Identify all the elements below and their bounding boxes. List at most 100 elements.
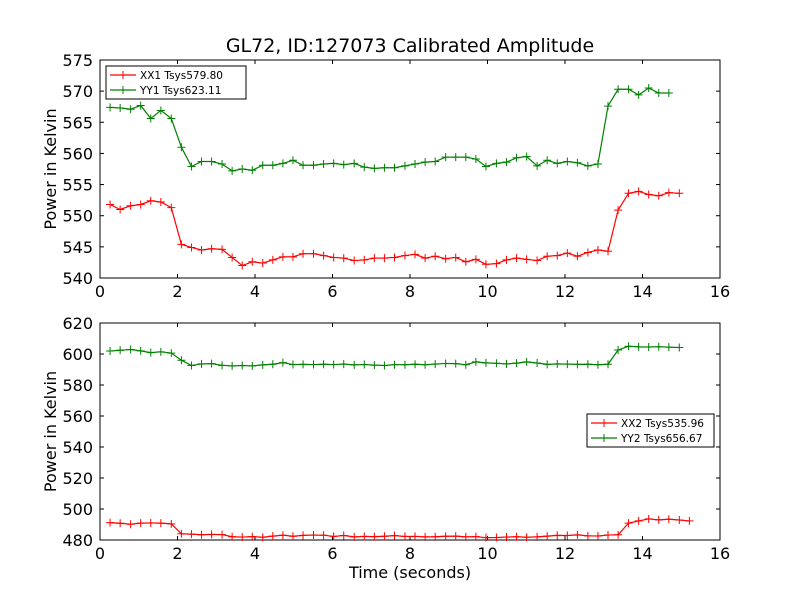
data-point bbox=[533, 532, 542, 541]
data-point bbox=[156, 519, 165, 528]
top-chart: 0 2 4 6 8 10 12 14 16 540 545 550 555 560 565 570 575 GL7… bbox=[41, 35, 730, 301]
legend: XX2 Tsys535.96 YY2 Tsys656.67 bbox=[586, 413, 715, 448]
data-point bbox=[329, 360, 338, 369]
data-point bbox=[218, 245, 227, 254]
data-point bbox=[573, 360, 582, 369]
data-point bbox=[146, 196, 155, 205]
data-point bbox=[563, 360, 572, 369]
data-point bbox=[360, 255, 369, 264]
y-axis-label: Power in Kelvin bbox=[41, 371, 60, 492]
y-axis-label: Power in Kelvin bbox=[41, 108, 60, 229]
data-point bbox=[644, 343, 653, 352]
data-point bbox=[390, 253, 399, 262]
data-point bbox=[400, 161, 409, 170]
y-tick-label: 550 bbox=[62, 207, 93, 226]
y-tick-label: 545 bbox=[62, 238, 93, 257]
data-point bbox=[675, 516, 684, 525]
data-point bbox=[583, 531, 592, 540]
data-point bbox=[126, 105, 135, 114]
data-point bbox=[654, 515, 663, 524]
y-tick-label: 555 bbox=[62, 176, 93, 195]
data-point bbox=[207, 157, 216, 166]
data-point bbox=[604, 360, 613, 369]
data-point bbox=[238, 165, 247, 173]
data-point bbox=[319, 251, 328, 260]
data-point bbox=[268, 532, 277, 541]
data-point bbox=[299, 249, 308, 258]
data-point bbox=[258, 533, 267, 542]
data-point bbox=[248, 257, 257, 266]
data-point bbox=[116, 205, 125, 214]
data-point bbox=[319, 360, 328, 369]
data-point bbox=[238, 261, 247, 270]
data-point bbox=[451, 359, 460, 368]
data-point bbox=[248, 361, 257, 370]
data-point bbox=[563, 249, 572, 258]
data-point bbox=[492, 259, 501, 268]
data-point bbox=[370, 532, 379, 541]
data-point bbox=[350, 159, 359, 168]
y-tick-label: 580 bbox=[62, 376, 93, 395]
data-point bbox=[563, 531, 572, 540]
data-point bbox=[624, 342, 633, 351]
data-point bbox=[116, 519, 125, 528]
data-point bbox=[533, 358, 542, 367]
data-point bbox=[481, 162, 490, 171]
data-point bbox=[187, 162, 196, 171]
data-point bbox=[167, 349, 176, 358]
data-point bbox=[329, 253, 338, 262]
data-point bbox=[380, 254, 389, 263]
data-point bbox=[197, 359, 206, 368]
data-point bbox=[207, 359, 216, 368]
data-point bbox=[278, 159, 287, 168]
y-tick-label: 570 bbox=[62, 82, 93, 101]
data-point bbox=[288, 360, 297, 369]
data-point bbox=[634, 187, 643, 196]
y-tick-label: 480 bbox=[62, 531, 93, 550]
data-point bbox=[299, 161, 308, 170]
data-point bbox=[370, 361, 379, 370]
data-point bbox=[471, 532, 480, 541]
data-point bbox=[228, 253, 237, 262]
data-point bbox=[471, 357, 480, 366]
data-point bbox=[461, 257, 470, 266]
data-point bbox=[431, 157, 440, 166]
x-tick-label: 2 bbox=[172, 282, 182, 301]
data-point bbox=[563, 157, 572, 166]
data-point bbox=[421, 360, 430, 369]
data-point bbox=[664, 515, 673, 524]
data-point bbox=[573, 252, 582, 261]
data-point bbox=[146, 114, 155, 123]
data-point bbox=[380, 163, 389, 172]
data-point bbox=[593, 360, 602, 369]
legend-marker bbox=[119, 86, 127, 94]
data-point bbox=[553, 159, 562, 168]
data-point bbox=[512, 254, 521, 263]
data-point bbox=[116, 346, 125, 355]
data-point bbox=[400, 532, 409, 541]
data-point bbox=[441, 254, 450, 263]
data-point bbox=[441, 153, 450, 162]
legend: XX1 Tsys579.80 YY1 Tsys623.11 bbox=[105, 65, 247, 100]
data-point bbox=[390, 531, 399, 540]
y-tick-label: 540 bbox=[62, 269, 93, 288]
x-tick-label: 14 bbox=[632, 282, 652, 301]
x-tick-label: 14 bbox=[632, 544, 652, 563]
data-point bbox=[522, 152, 531, 161]
data-point bbox=[238, 533, 247, 542]
series-2 bbox=[106, 84, 673, 175]
data-point bbox=[593, 531, 602, 540]
data-point bbox=[502, 158, 511, 167]
data-point bbox=[614, 85, 623, 94]
legend-label: YY1 Tsys623.11 bbox=[139, 85, 221, 97]
data-point bbox=[299, 360, 308, 369]
data-point bbox=[604, 531, 613, 540]
data-point bbox=[228, 361, 237, 370]
legend-marker bbox=[119, 71, 127, 79]
data-point bbox=[471, 255, 480, 264]
data-point bbox=[634, 342, 643, 351]
data-point bbox=[177, 356, 186, 365]
data-point bbox=[400, 360, 409, 369]
data-point bbox=[583, 360, 592, 369]
data-point bbox=[431, 532, 440, 541]
